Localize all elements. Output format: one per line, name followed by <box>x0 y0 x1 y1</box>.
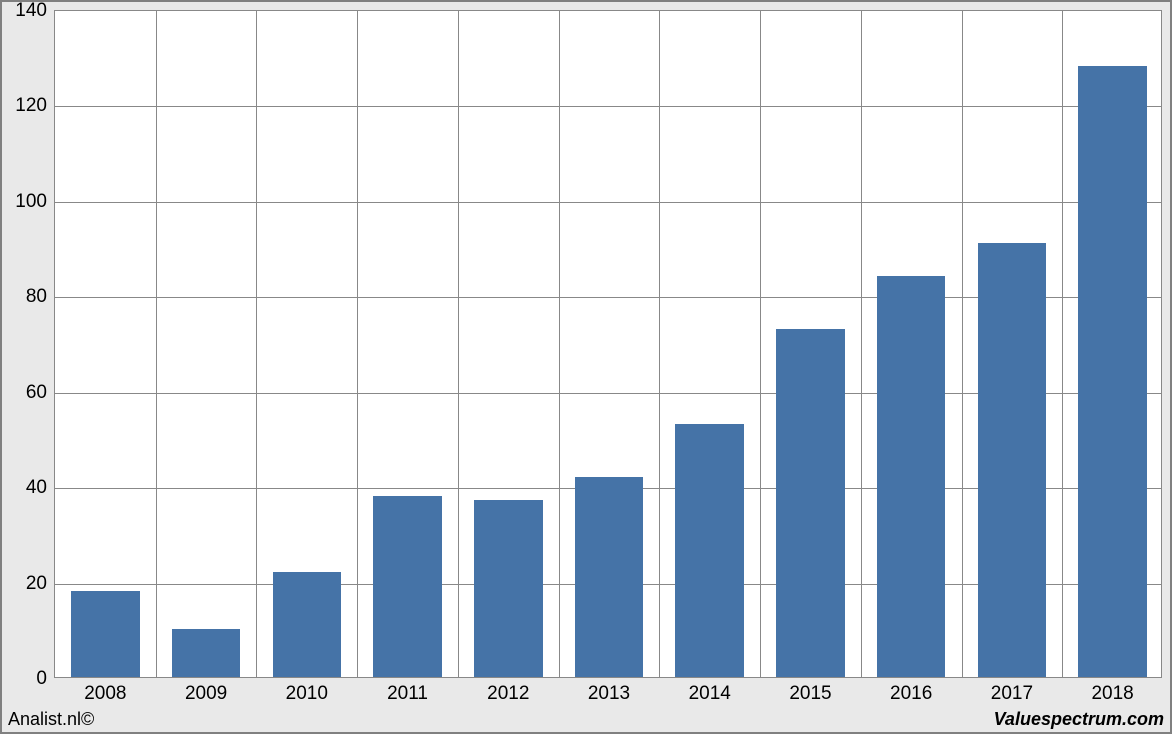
grid-line-vertical <box>559 11 560 677</box>
grid-line-horizontal <box>55 106 1161 107</box>
bar <box>373 496 441 677</box>
x-tick-label: 2008 <box>84 677 126 705</box>
x-tick-label: 2012 <box>487 677 529 705</box>
x-tick-label: 2015 <box>789 677 831 705</box>
footer-left-credit: Analist.nl© <box>8 709 94 730</box>
y-tick-label: 20 <box>26 573 55 595</box>
plot-area: 0204060801001201402008200920102011201220… <box>54 10 1162 678</box>
y-tick-label: 100 <box>15 191 55 213</box>
bar <box>474 500 542 677</box>
y-tick-label: 40 <box>26 477 55 499</box>
bar <box>877 276 945 677</box>
grid-line-vertical <box>962 11 963 677</box>
y-tick-label: 140 <box>15 0 55 22</box>
x-tick-label: 2016 <box>890 677 932 705</box>
bar <box>675 424 743 677</box>
x-tick-label: 2009 <box>185 677 227 705</box>
y-tick-label: 0 <box>36 668 55 690</box>
y-tick-label: 60 <box>26 382 55 404</box>
grid-line-horizontal <box>55 202 1161 203</box>
grid-line-vertical <box>256 11 257 677</box>
bar <box>71 591 139 677</box>
x-tick-label: 2014 <box>689 677 731 705</box>
bar <box>978 243 1046 677</box>
grid-line-vertical <box>659 11 660 677</box>
grid-line-vertical <box>1062 11 1063 677</box>
bar <box>273 572 341 677</box>
footer-right-credit: Valuespectrum.com <box>994 709 1164 730</box>
chart-frame: 0 20 40 60 80 100 120 140 2008 2009 2010 2011 2012 20… <box>0 0 1172 734</box>
bar <box>575 477 643 677</box>
x-tick-label: 2018 <box>1091 677 1133 705</box>
bar <box>1078 66 1146 677</box>
bar <box>172 629 240 677</box>
y-tick-label: 120 <box>15 95 55 117</box>
x-tick-label: 2017 <box>991 677 1033 705</box>
bar <box>776 329 844 677</box>
y-tick-label: 80 <box>26 286 55 308</box>
grid-line-vertical <box>760 11 761 677</box>
x-tick-label: 2011 <box>387 677 428 705</box>
grid-line-vertical <box>458 11 459 677</box>
x-tick-label: 2013 <box>588 677 630 705</box>
grid-line-vertical <box>861 11 862 677</box>
grid-line-vertical <box>357 11 358 677</box>
grid-line-vertical <box>156 11 157 677</box>
x-tick-label: 2010 <box>286 677 328 705</box>
